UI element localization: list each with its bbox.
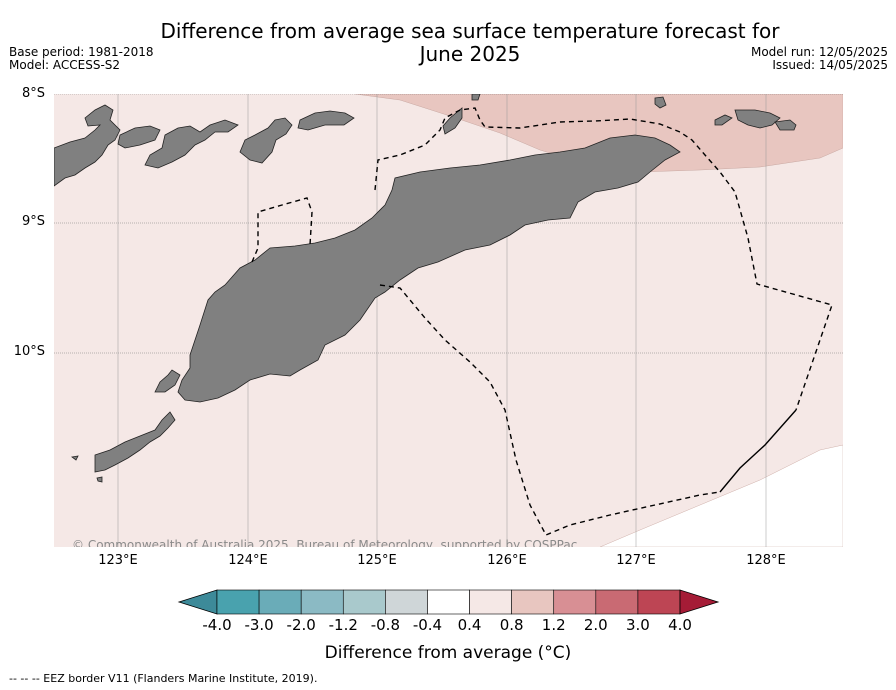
- colorbar-tick-label: -1.2: [328, 616, 358, 634]
- colorbar-tick-label: 0.4: [457, 616, 482, 634]
- small-islet-2: [96, 476, 103, 483]
- lat-label-10s: 10°S: [13, 344, 45, 359]
- colorbar-tick-label: 0.8: [499, 616, 524, 634]
- colorbar-tick-label: 3.0: [625, 616, 650, 634]
- colorbar-segment: [637, 589, 681, 615]
- colorbar-extend-high: [679, 589, 720, 615]
- colorbar-segment: [595, 589, 639, 615]
- colorbar-tick-label: -2.0: [286, 616, 316, 634]
- colorbar-segment: [258, 589, 302, 615]
- rote-island: [154, 369, 181, 393]
- flores-east-islands: [144, 119, 239, 169]
- run-info: Model run: 12/05/2025 Issued: 14/05/2025: [751, 46, 888, 72]
- colorbar-tick-label: 2.0: [583, 616, 608, 634]
- map-title-line1: Difference from average sea surface temp…: [160, 19, 780, 43]
- model-name: Model: ACCESS-S2: [9, 58, 121, 72]
- base-period: Base period: 1981-2018: [9, 45, 154, 59]
- wetar-island: [442, 107, 463, 135]
- colorbar-tick-label: -0.4: [412, 616, 443, 634]
- colorbar-segment: [342, 589, 386, 615]
- eez-borders: [251, 107, 833, 536]
- colorbar-tick-label: -0.8: [370, 616, 400, 634]
- colorbar-label: Difference from average (°C): [324, 643, 572, 663]
- lon-label-123e: 123°E: [98, 553, 138, 568]
- colorbar-segment: [511, 589, 555, 615]
- lon-label-124e: 124°E: [228, 553, 268, 568]
- babar-islet-2: [774, 119, 797, 131]
- colorbar-tick-label: 1.2: [541, 616, 566, 634]
- lon-label-128e: 128°E: [746, 553, 786, 568]
- lon-label-125e: 125°E: [357, 553, 397, 568]
- colorbar-tick-label: -3.0: [244, 616, 274, 634]
- alor-island: [297, 110, 355, 131]
- colorbar-tick-label: 4.0: [668, 616, 692, 634]
- model-info: Base period: 1981-2018 Model: ACCESS-S2: [9, 46, 154, 72]
- colorbar-segment: [553, 589, 597, 615]
- map-title-line2: June 2025: [419, 42, 521, 66]
- sawu-island: [94, 411, 176, 473]
- colorbar-segment: [469, 589, 512, 615]
- eez-legend-note: -- -- -- EEZ border V11 (Flanders Marine…: [9, 672, 318, 685]
- bottom-boundary-region: [599, 444, 843, 547]
- colorbar-tick-label: -4.0: [202, 616, 232, 634]
- romang-island: [654, 96, 667, 109]
- flores-island: [54, 104, 121, 187]
- atauro-islet: [471, 94, 481, 101]
- lat-label-9s: 9°S: [21, 214, 45, 229]
- colorbar-extend-low: [177, 589, 218, 615]
- eez-border-oecusse: [251, 197, 313, 263]
- lon-label-127e: 127°E: [616, 553, 656, 568]
- lat-label-8s: 8°S: [21, 86, 45, 101]
- babar-islet-1: [714, 114, 733, 126]
- maritime-boundary-line: [719, 409, 797, 493]
- colorbar-segment: [385, 589, 428, 615]
- eez-border-timor-north: [374, 107, 833, 411]
- small-islet-1: [71, 455, 79, 461]
- timor-island: [177, 134, 681, 403]
- colorbar-segment: [427, 589, 470, 615]
- eez-border-south: [379, 284, 721, 536]
- colorbar-segment: [300, 589, 344, 615]
- colorbar-segment: [216, 589, 260, 615]
- pantar-island: [239, 117, 293, 164]
- damar-island: [734, 109, 781, 129]
- map-title: Difference from average sea surface temp…: [120, 20, 820, 66]
- issued-date: Issued: 14/05/2025: [772, 58, 888, 72]
- lon-label-126e: 126°E: [487, 553, 527, 568]
- solor-island: [117, 125, 161, 149]
- model-run: Model run: 12/05/2025: [750, 45, 888, 59]
- copyright-notice: © Commonwealth of Australia 2025, Bureau…: [72, 538, 577, 552]
- land: [54, 94, 797, 483]
